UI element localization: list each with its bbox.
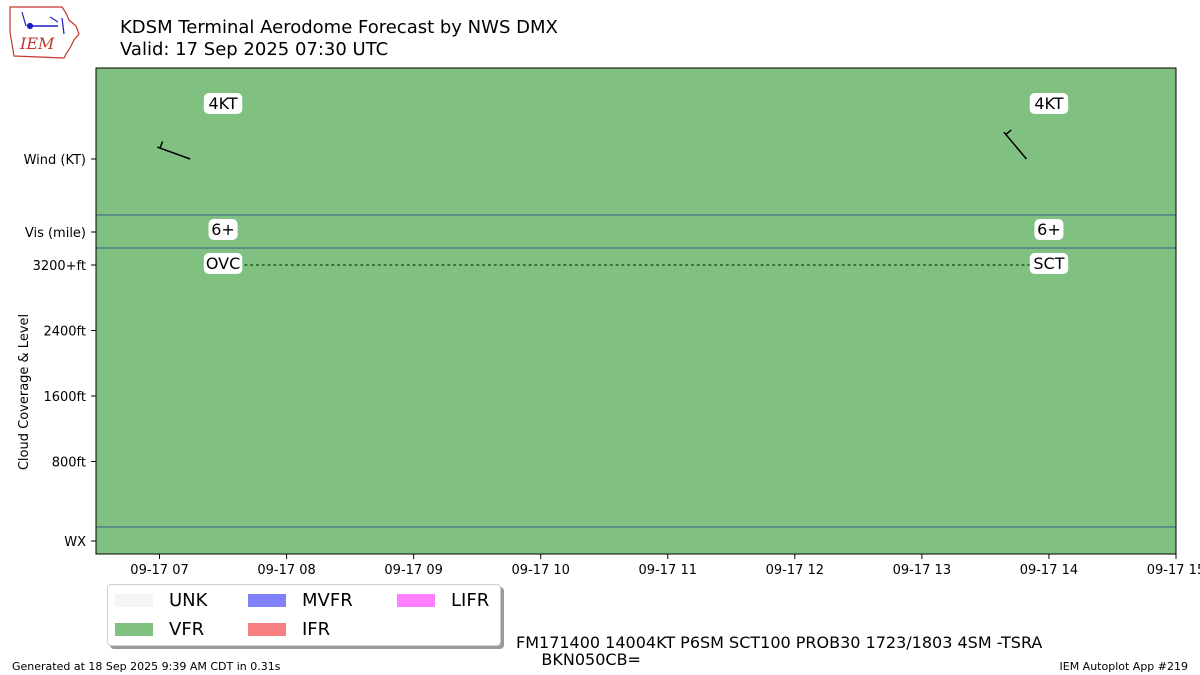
visibility-label-text: 6+ [1037,220,1061,239]
iem-logo-text: IEM [19,34,55,53]
y-tick-label-wind: Wind (KT) [24,153,86,168]
wind-barb [1003,129,1028,160]
legend-label: VFR [169,618,205,640]
cloud-cover-label: OVC [203,253,243,274]
wind-speed-label: 4KT [1029,93,1069,114]
cloud-cover-label-box [1029,253,1069,274]
legend-swatch-unk [115,593,153,607]
wind-barb-staff [157,146,191,160]
visibility-label-text: 6+ [211,220,235,239]
cloud-cover-label-text: OVC [206,254,240,273]
legend-swatch-mvfr [248,593,286,607]
visibility-label-box [1034,219,1064,240]
vfr-background [96,68,1176,554]
legend-label: UNK [169,589,208,611]
visibility-label: 6+ [208,219,238,240]
wind-speed-label-box [1029,93,1069,114]
x-tick-label: 09-17 13 [893,563,951,578]
wind-speed-label-text: 4KT [208,94,237,113]
generated-footer: Generated at 18 Sep 2025 9:39 AM CDT in … [12,660,281,673]
wind-barb-staff [1003,131,1028,160]
chart-subtitle: Valid: 17 Sep 2025 07:30 UTC [120,39,389,60]
wind-speed-label: 4KT [203,93,243,114]
legend-swatch-vfr [115,622,153,636]
y-tick-label-vis: Vis (mile) [25,226,86,241]
chart-title: KDSM Terminal Aerodome Forecast by NWS D… [120,17,558,38]
x-tick-label: 09-17 15 [1147,563,1200,578]
x-tick-label: 09-17 10 [511,563,569,578]
cloud-cover-label-text: SCT [1033,254,1064,273]
legend-item: VFR [115,617,204,641]
weather-station-icon [21,11,65,35]
visibility-label-box [208,219,238,240]
x-tick-label: 09-17 12 [766,563,824,578]
x-tick-label: 09-17 11 [639,563,697,578]
x-tick-label: 09-17 09 [384,563,442,578]
legend-label: LIFR [451,589,490,611]
cloud-cover-label-box [203,253,243,274]
y-tick-label-cloud: 1600ft [43,390,86,405]
wind-barb [157,141,191,160]
legend-label: MVFR [302,589,353,611]
y-tick-label-wx: WX [64,535,86,550]
legend-item: MVFR [248,588,353,612]
y-tick-label-cloud: 800ft [52,456,86,471]
taf-raw-text: FM171400 14004KT P6SM SCT100 PROB30 1723… [516,633,1043,669]
legend-swatch-ifr [248,622,286,636]
cloud-cover-label: SCT [1029,253,1069,274]
iem-logo: IEM [9,6,80,59]
x-tick-label: 09-17 14 [1020,563,1078,578]
app-id-footer: IEM Autoplot App #219 [1059,660,1189,673]
y-tick-label-cloud: 2400ft [43,325,86,340]
wind-barb-feather [1005,129,1012,136]
legend: UNK MVFR LIFR VFR IFR [107,584,501,646]
legend-swatch-lifr [397,593,435,607]
visibility-label: 6+ [1034,219,1064,240]
legend-label: IFR [302,618,331,640]
x-tick-label: 09-17 08 [257,563,315,578]
wind-speed-label-box [203,93,243,114]
legend-item: LIFR [397,588,489,612]
y-tick-label-cloud: 3200+ft [33,259,86,274]
legend-item: IFR [248,617,330,641]
wind-barb-feather [159,141,164,149]
plot-frame [95,67,1177,555]
y-axis-title: Cloud Coverage & Level [17,314,32,470]
legend-item: UNK [115,588,207,612]
wind-speed-label-text: 4KT [1034,94,1063,113]
x-tick-label: 09-17 07 [130,563,188,578]
